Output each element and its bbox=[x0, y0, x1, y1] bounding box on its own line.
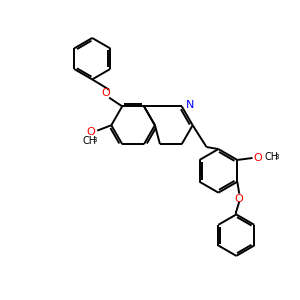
Text: O: O bbox=[86, 127, 95, 137]
Text: CH: CH bbox=[82, 136, 96, 146]
Text: O: O bbox=[102, 88, 110, 98]
Text: O: O bbox=[254, 153, 262, 163]
Text: O: O bbox=[234, 194, 243, 204]
Text: 3: 3 bbox=[92, 136, 97, 142]
Text: CH: CH bbox=[264, 152, 279, 162]
Text: N: N bbox=[186, 100, 194, 110]
Text: 3: 3 bbox=[274, 154, 279, 160]
